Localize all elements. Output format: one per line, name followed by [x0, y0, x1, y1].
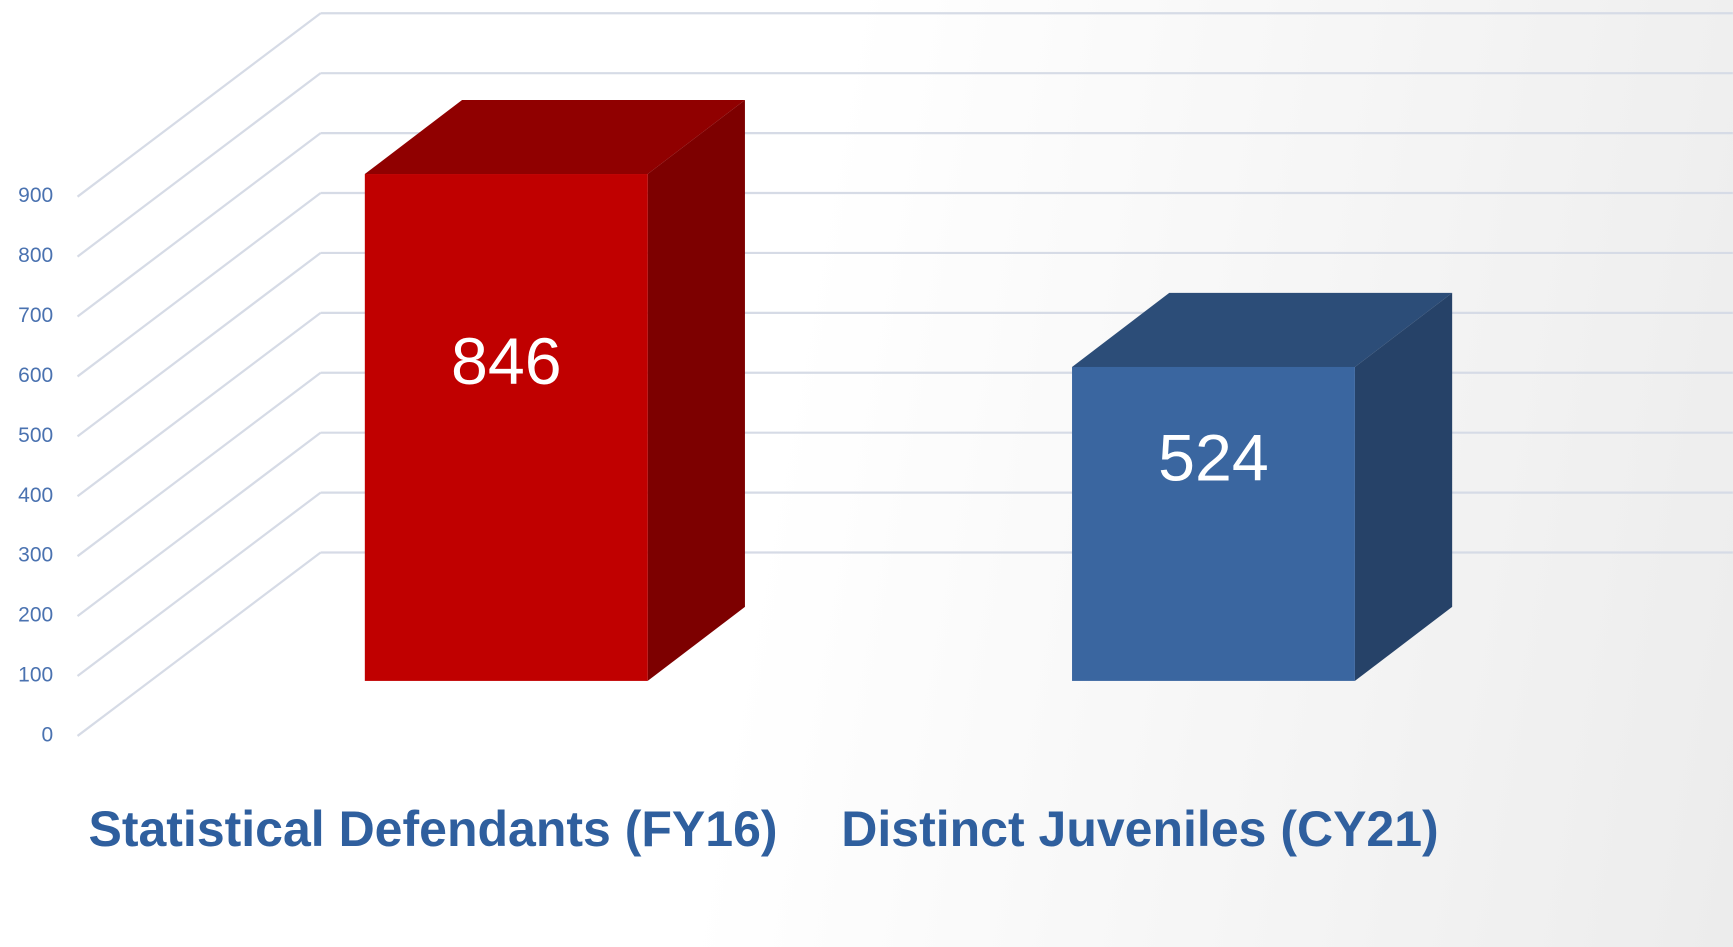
value-label: 846 — [451, 325, 562, 399]
y-tick-label: 0 — [42, 723, 54, 746]
category-label: Distinct Juveniles (CY21) — [841, 801, 1439, 857]
y-tick-label: 700 — [18, 304, 53, 327]
grid-line — [76, 551, 322, 737]
grid-line — [76, 491, 322, 677]
y-tick-label: 900 — [18, 184, 53, 207]
bar — [364, 174, 648, 681]
y-tick-label: 500 — [18, 424, 53, 447]
grid-line — [76, 12, 322, 198]
bar-top — [1072, 292, 1453, 367]
grid-line — [76, 132, 322, 318]
y-tick-label: 300 — [18, 544, 53, 567]
grid-line — [76, 431, 322, 617]
grid-line — [76, 311, 322, 498]
y-tick-label: 800 — [18, 244, 53, 267]
bar-side — [1354, 292, 1453, 681]
grid-line — [76, 72, 322, 258]
grid-line — [76, 371, 322, 558]
bar-top — [364, 99, 745, 175]
bar-side — [647, 99, 745, 681]
grid-line — [76, 252, 322, 438]
grid-line — [76, 192, 322, 378]
category-label: Statistical Defendants (FY16) — [88, 801, 778, 857]
y-tick-label: 200 — [18, 604, 53, 627]
y-tick-label: 400 — [18, 484, 53, 507]
y-tick-label: 100 — [18, 664, 53, 687]
value-label: 524 — [1158, 422, 1269, 496]
bar — [1072, 366, 1355, 681]
y-tick-label: 600 — [18, 364, 53, 387]
